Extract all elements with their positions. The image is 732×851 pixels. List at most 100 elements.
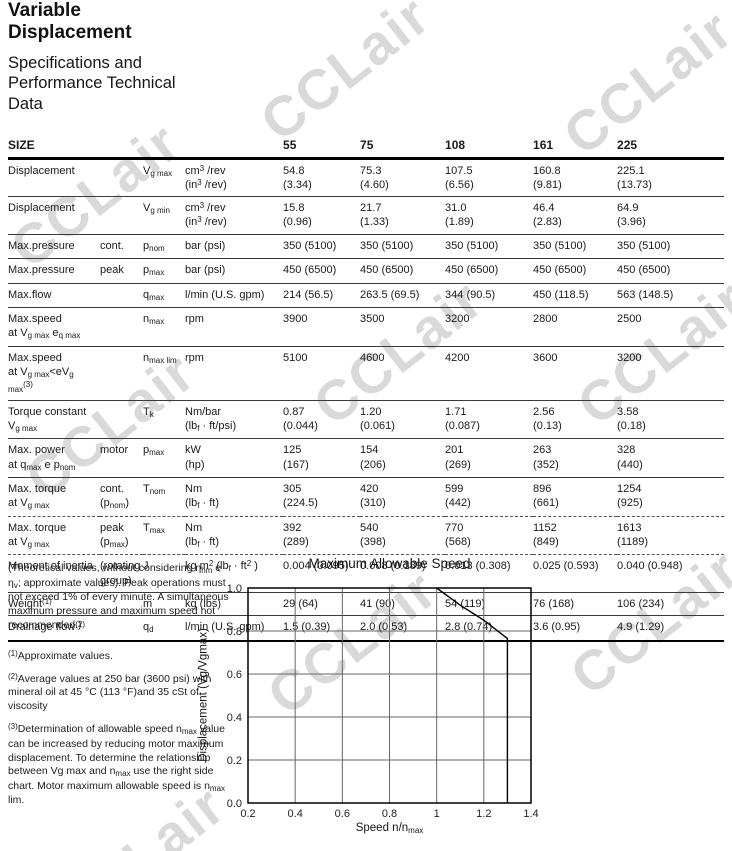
row-label: Max.pressure: [8, 258, 100, 284]
svg-text:0.0: 0.0: [227, 798, 242, 810]
svg-text:0.6: 0.6: [335, 808, 350, 820]
chart-title: Maximum Allowable Speed: [308, 556, 471, 571]
chart-gridlines: [247, 587, 532, 804]
chart-canvas: 0.2 0.4 0.6 0.8 1 1.2 1.40.00.2 0.4 0.6 0.8 1.0: [227, 583, 539, 820]
value-cell: 2800: [533, 307, 618, 347]
value-cell: 350 (5100): [360, 234, 446, 260]
row-qualifier: [100, 592, 143, 617]
chart-y-tick-labels: 0.0 0.2 0.4 0.6 0.8 1.0: [227, 583, 242, 810]
row-qualifier: [100, 400, 143, 440]
row-symbol: pmax: [143, 258, 185, 284]
row-units: Nm (lbf · ft): [185, 477, 284, 517]
column-header-161: 161: [533, 136, 618, 160]
footnote: (3)Determination of allowable speed nmax…: [8, 722, 226, 807]
value-cell: 350 (5100): [533, 234, 618, 260]
row-label: Moment of inertia: [8, 554, 100, 594]
row-units: kg m2 (lbf · ft2 ): [185, 554, 284, 594]
table-row: Max. torque at Vg max cont. (pnom) Tnom Nm (lb…: [8, 477, 725, 517]
value-cell: 3600: [533, 346, 618, 401]
row-units: kg (lbs): [185, 592, 284, 617]
value-cell: 46.4 (2.83): [533, 196, 618, 235]
table-row: Displacement Vg min cm3 /rev (in3 /rev) 15.8…: [8, 196, 725, 235]
row-units: rpm: [185, 307, 284, 347]
row-qualifier: cont. (pnom): [100, 477, 143, 517]
chart-x-tick-labels: 0.2 0.4 0.6 0.8 1 1.2 1.4: [240, 808, 538, 820]
value-cell: 450 (6500): [617, 258, 725, 284]
row-units: bar (psi): [185, 234, 284, 260]
chart-y-axis-label: Displacement (Vg/Vgmax): [197, 628, 210, 762]
row-label: Displacement: [8, 196, 100, 235]
footnote: (2)Average values at 250 bar (3600 psi) …: [8, 671, 212, 713]
row-label: Weight(1): [8, 592, 100, 617]
value-cell: 0.013 (0.308): [445, 554, 534, 594]
value-cell: 0.040 (0.948): [617, 554, 725, 594]
value-cell: 263.5 (69.5): [360, 283, 446, 308]
value-cell: 76 (168): [533, 592, 618, 617]
column-header-225: 225: [617, 136, 725, 160]
row-units: Nm/bar (lbf · ft/psi): [185, 400, 284, 440]
value-cell: 3900: [283, 307, 361, 347]
row-qualifier: [100, 196, 143, 235]
svg-text:0.8: 0.8: [227, 626, 242, 638]
row-label: Max. torque at Vg max: [8, 477, 100, 517]
row-qualifier: motor: [100, 438, 143, 479]
row-units: l/min (U.S. gpm): [185, 615, 284, 642]
value-cell: 3200: [617, 346, 725, 401]
value-cell: 225.1 (13.73): [617, 158, 725, 198]
footnotes: (Theoretical values, without considering…: [8, 562, 234, 816]
row-label: Max.speed at Vg max eq max: [8, 307, 100, 347]
row-label: Drainage flow(2): [8, 615, 100, 642]
row-symbol: pmax: [143, 438, 185, 479]
value-cell: 29 (64): [283, 592, 361, 617]
value-cell: 31.0 (1.89): [445, 196, 534, 235]
row-units: cm3 /rev (in3 /rev): [185, 196, 284, 235]
value-cell: 5100: [283, 346, 361, 401]
value-cell: 450 (6500): [445, 258, 534, 284]
value-cell: 0.87 (0.044): [283, 400, 361, 440]
value-cell: 41 (90): [360, 592, 446, 617]
value-cell: 350 (5100): [617, 234, 725, 260]
value-cell: 3200: [445, 307, 534, 347]
value-cell: 54.8 (3.34): [283, 158, 361, 198]
row-symbol: Tmax: [143, 516, 185, 556]
row-label: Max. torque at Vg max: [8, 516, 100, 556]
table-header-row: SIZE 55 75 108 161 225: [8, 136, 725, 160]
value-cell: 0.004 (0.095): [283, 554, 361, 594]
row-symbol: Vg min: [143, 196, 185, 235]
row-symbol: Vg max: [143, 158, 185, 198]
value-cell: 3.58 (0.18): [617, 400, 725, 440]
value-cell: 15.8 (0.96): [283, 196, 361, 235]
row-symbol: nmax: [143, 307, 185, 347]
svg-text:0.2: 0.2: [240, 808, 255, 820]
row-label: Max.speed at Vg max<eVg max(3): [8, 346, 100, 401]
value-cell: 214 (56.5): [283, 283, 361, 308]
size-header: SIZE: [8, 136, 284, 160]
row-qualifier: [100, 346, 143, 401]
column-header-55: 55: [283, 136, 361, 160]
svg-text:1.0: 1.0: [227, 583, 242, 595]
value-cell: 2.56 (0.13): [533, 400, 618, 440]
value-cell: 107.5 (6.56): [445, 158, 534, 198]
value-cell: 344 (90.5): [445, 283, 534, 308]
chart-x-axis-label: Speed n/nmax: [355, 822, 424, 835]
row-units: rpm: [185, 346, 284, 401]
page-subtitle: Specifications and Performance Technical…: [8, 53, 176, 114]
table-row: Max. torque at Vg max peak (pmax) Tmax Nm (lbf…: [8, 516, 725, 556]
svg-text:0.4: 0.4: [227, 712, 242, 724]
value-cell: 450 (6500): [360, 258, 446, 284]
value-cell: 201 (269): [445, 438, 534, 479]
value-cell: 350 (5100): [445, 234, 534, 260]
value-cell: 896 (661): [533, 477, 618, 517]
row-qualifier: cont.: [100, 234, 143, 260]
value-cell: 392 (289): [283, 516, 361, 556]
value-cell: 4.9 (1.29): [617, 615, 725, 642]
value-cell: 450 (6500): [533, 258, 618, 284]
value-cell: 21.7 (1.33): [360, 196, 446, 235]
row-symbol: pnom: [143, 234, 185, 260]
max-allowable-speed-chart: Maximum Allowable Speed 0.2 0.4 0.6 0.8 1 1.2…: [190, 556, 550, 851]
value-cell: 160.8 (9.81): [533, 158, 618, 198]
row-qualifier: [100, 307, 143, 347]
table-row: Torque constant Vg max Tk Nm/bar (lbf · ft/p…: [8, 400, 725, 440]
table-row: Max.speed at Vg max<eVg max(3) nmax lim rpm…: [8, 346, 725, 401]
value-cell: 75.3 (4.60): [360, 158, 446, 198]
